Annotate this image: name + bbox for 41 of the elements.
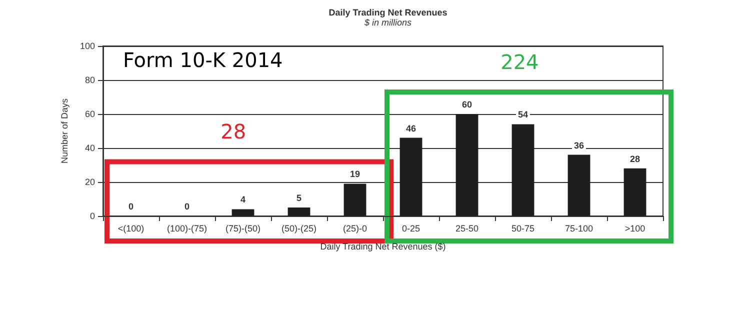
y-tick-label: 20 — [84, 177, 95, 187]
data-label: 0 — [184, 202, 190, 212]
x-tick-label: 75-100 — [564, 224, 594, 234]
data-label: 5 — [296, 193, 302, 203]
y-tick-label: 60 — [84, 109, 95, 119]
y-tick-label: 0 — [90, 211, 95, 221]
bar — [512, 124, 534, 216]
x-tick-label: (25)-0 — [342, 224, 368, 234]
x-tick-label: (100)-(75) — [166, 224, 208, 234]
bar — [400, 138, 422, 216]
data-label: 54 — [518, 110, 528, 120]
data-label: 60 — [462, 100, 472, 110]
bar — [344, 184, 366, 216]
y-tick-label: 100 — [80, 41, 95, 51]
annotation: 28 — [220, 120, 246, 144]
bar — [568, 154, 590, 216]
bar — [232, 209, 254, 216]
chart-title: Daily Trading Net Revenues — [328, 8, 448, 18]
x-tick-label: (75)-(50) — [225, 224, 261, 234]
annotation: 224 — [500, 50, 539, 74]
x-tick-label: 50-75 — [511, 224, 535, 234]
data-label: 36 — [574, 140, 584, 150]
bar — [288, 208, 310, 216]
x-tick-label: 0-25 — [402, 224, 420, 234]
y-tick-label: 40 — [84, 143, 95, 153]
bar — [624, 168, 646, 216]
y-axis-title: Number of Days — [60, 98, 70, 164]
data-label: 4 — [240, 194, 246, 205]
y-tick-label: 80 — [84, 75, 95, 85]
annotation: Form 10-K 2014 — [123, 48, 283, 72]
x-tick-label: (50)-(25) — [281, 224, 317, 234]
data-label: 19 — [350, 169, 360, 180]
chart-subtitle: $ in millions — [363, 18, 412, 28]
data-label: 46 — [406, 123, 416, 134]
x-tick-label: <(100) — [118, 224, 144, 234]
data-label: 0 — [128, 202, 134, 212]
bar — [456, 114, 478, 216]
x-axis-title: Daily Trading Net Revenues ($) — [320, 242, 446, 252]
data-label: 28 — [630, 154, 640, 164]
x-tick-label: >100 — [624, 224, 646, 234]
x-tick-label: 25-50 — [455, 224, 479, 234]
